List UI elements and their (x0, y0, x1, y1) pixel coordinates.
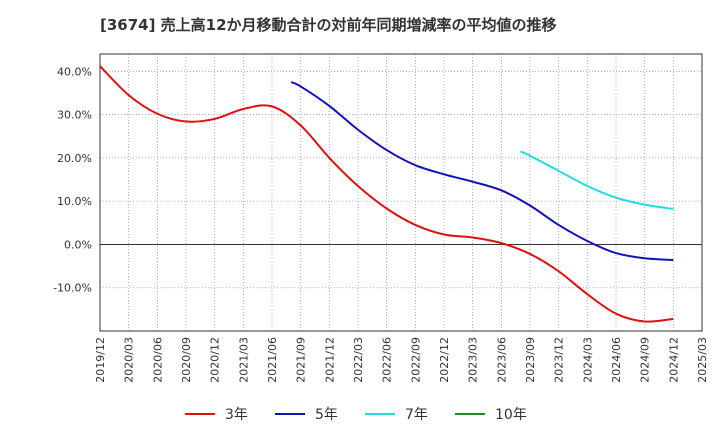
legend-label: 5年 (315, 407, 338, 423)
series-line-2 (290, 81, 674, 262)
x-tick-label: 2023/12 (553, 337, 566, 383)
x-tick-label: 2020/09 (180, 337, 193, 383)
plot-frame (99, 53, 703, 332)
x-tick-label: 2024/09 (639, 337, 652, 383)
x-tick-label: 2024/06 (610, 337, 623, 383)
x-tick-label: 2021/06 (266, 337, 279, 383)
x-tick-label: 2023/03 (467, 337, 480, 383)
y-tick-label: 0.0% (64, 238, 92, 251)
series-line-3 (520, 150, 674, 210)
y-tick-label: 20.0% (57, 152, 92, 165)
x-tick-label: 2023/09 (524, 337, 537, 383)
x-tick-label: 2024/12 (667, 337, 680, 383)
x-tick-label: 2021/12 (323, 337, 336, 383)
x-tick-label: 2022/06 (381, 337, 394, 383)
y-tick-label: 10.0% (57, 195, 92, 208)
x-tick-label: 2020/06 (151, 337, 164, 383)
x-tick-label: 2022/03 (352, 337, 365, 383)
chart-title: [3674] 売上高12か月移動合計の対前年同期増減率の平均値の推移 (100, 16, 557, 34)
x-tick-label: 2023/06 (495, 337, 508, 383)
x-tick-label: 2019/12 (94, 337, 107, 383)
x-tick-label: 2022/09 (409, 337, 422, 383)
x-tick-label: 2020/12 (209, 337, 222, 383)
legend-label: 7年 (405, 407, 428, 423)
series-line-1 (99, 65, 674, 323)
x-tick-label: 2022/12 (438, 337, 451, 383)
legend-label: 10年 (495, 407, 527, 423)
y-tick-label: 40.0% (57, 65, 92, 78)
x-tick-label: 2020/03 (123, 337, 136, 383)
x-tick-label: 2021/09 (295, 337, 308, 383)
legend-label: 3年 (225, 407, 248, 423)
x-tick-label: 2024/03 (581, 337, 594, 383)
y-tick-label: 30.0% (57, 109, 92, 122)
y-tick-label: -10.0% (53, 282, 92, 295)
x-tick-label: 2021/03 (237, 337, 250, 383)
x-tick-label: 2025/03 (696, 337, 709, 383)
